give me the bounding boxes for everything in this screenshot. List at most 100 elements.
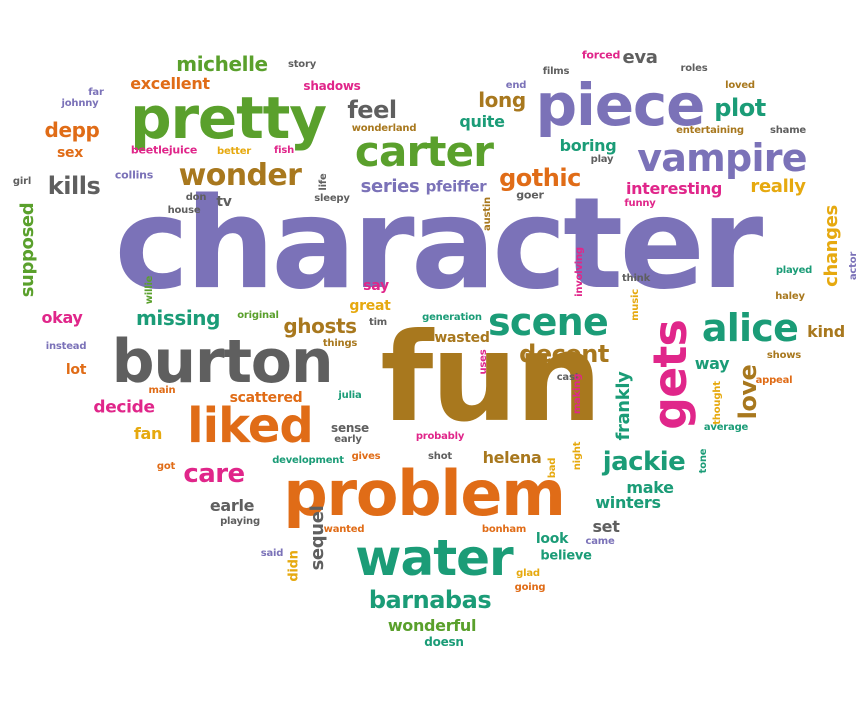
word-play: play (590, 154, 614, 165)
word-development: development (272, 455, 344, 466)
word-johnny: johnny (61, 98, 99, 109)
word-didn: didn (286, 550, 302, 582)
word-say: say (363, 278, 389, 294)
word-main: main (148, 385, 176, 396)
word-playing: playing (220, 516, 260, 527)
word-boring: boring (559, 136, 617, 155)
word-uses: uses (478, 349, 489, 375)
word-wonder: wonder (178, 158, 302, 193)
word-wanted: wanted (323, 524, 365, 535)
word-burton: burton (111, 327, 334, 397)
word-depp: depp (44, 118, 100, 142)
word-roles: roles (680, 63, 708, 74)
word-barnabas: barnabas (368, 586, 492, 614)
word-shows: shows (766, 350, 802, 361)
word-jackie: jackie (602, 447, 686, 477)
word-bad: bad (547, 457, 558, 479)
word-great: great (349, 298, 391, 314)
word-alice: alice (701, 306, 799, 350)
word-forced: forced (581, 48, 621, 62)
word-actor: actor (848, 251, 859, 281)
word-think: think (621, 273, 651, 284)
word-goer: goer (516, 188, 544, 202)
word-piece: piece (535, 71, 706, 139)
word-night: night (572, 441, 583, 471)
word-films: films (542, 66, 570, 77)
word-beetlejuice: beetlejuice (130, 143, 198, 157)
word-okay: okay (41, 308, 83, 327)
word-kind: kind (807, 322, 845, 341)
word-set: set (592, 517, 620, 536)
word-believe: believe (540, 548, 592, 564)
word-austin: austin (482, 197, 493, 231)
word-shame: shame (769, 125, 807, 136)
word-fan: fan (133, 424, 163, 443)
word-gothic: gothic (499, 164, 581, 192)
word-kills: kills (47, 172, 101, 200)
word-going: going (514, 582, 546, 593)
word-things: things (322, 338, 358, 349)
word-gives: gives (351, 451, 381, 462)
word-collins: collins (114, 168, 154, 182)
word-came: came (585, 536, 615, 547)
word-way: way (694, 354, 730, 373)
word-life: life (318, 173, 329, 191)
word-supposed: supposed (17, 202, 38, 298)
word-involving: involving (574, 247, 585, 297)
word-long: long (478, 88, 526, 112)
word-eva: eva (622, 47, 658, 68)
word-julia: julia (338, 390, 362, 401)
word-sleepy: sleepy (314, 193, 350, 204)
word-sense: sense (331, 421, 369, 435)
word-liked: liked (187, 398, 314, 454)
word-really: really (750, 176, 806, 197)
word-wasted: wasted (434, 330, 490, 346)
word-vampire: vampire (637, 136, 807, 180)
word-willie: willie (144, 275, 155, 305)
word-quite: quite (459, 112, 505, 131)
word-wonderful: wonderful (387, 616, 477, 635)
word-love: love (734, 364, 762, 420)
word-story: story (287, 59, 317, 70)
word-cast: cast (556, 372, 580, 383)
word-haley: haley (775, 291, 805, 302)
word-shot: shot (428, 451, 452, 462)
word-excellent: excellent (130, 74, 210, 93)
word-care: care (183, 459, 245, 489)
word-fun: fun (380, 307, 602, 449)
word-don: don (185, 192, 207, 203)
word-pretty: pretty (130, 84, 327, 152)
word-series: series (360, 176, 420, 197)
word-changes: changes (821, 205, 842, 287)
word-plot: plot (714, 94, 766, 122)
word-girl: girl (12, 176, 32, 187)
word-earle: earle (209, 496, 255, 515)
word-lot: lot (65, 362, 87, 378)
word-fish: fish (273, 145, 295, 156)
word-house: house (167, 205, 201, 216)
word-bonham: bonham (481, 524, 527, 535)
word-winters: winters (595, 493, 661, 512)
word-helena: helena (482, 448, 542, 467)
word-far: far (88, 87, 104, 98)
word-problem: problem (283, 457, 565, 530)
word-wonderland: wonderland (351, 123, 417, 134)
word-tim: tim (368, 317, 388, 328)
word-instead: instead (45, 341, 87, 352)
word-said: said (260, 548, 284, 559)
word-generation: generation (422, 312, 482, 323)
word-got: got (156, 461, 176, 472)
word-appeal: appeal (755, 375, 793, 386)
word-ghosts: ghosts (283, 314, 357, 338)
word-look: look (535, 531, 569, 547)
word-scene: scene (488, 300, 609, 344)
word-frankly: frankly (613, 371, 634, 441)
word-feel: feel (347, 96, 397, 124)
word-funny: funny (624, 198, 656, 209)
word-michelle: michelle (176, 52, 268, 76)
word-decide: decide (93, 397, 155, 418)
word-pfeiffer: pfeiffer (425, 177, 487, 196)
word-music: music (630, 289, 641, 321)
word-entertaining: entertaining (676, 125, 744, 136)
